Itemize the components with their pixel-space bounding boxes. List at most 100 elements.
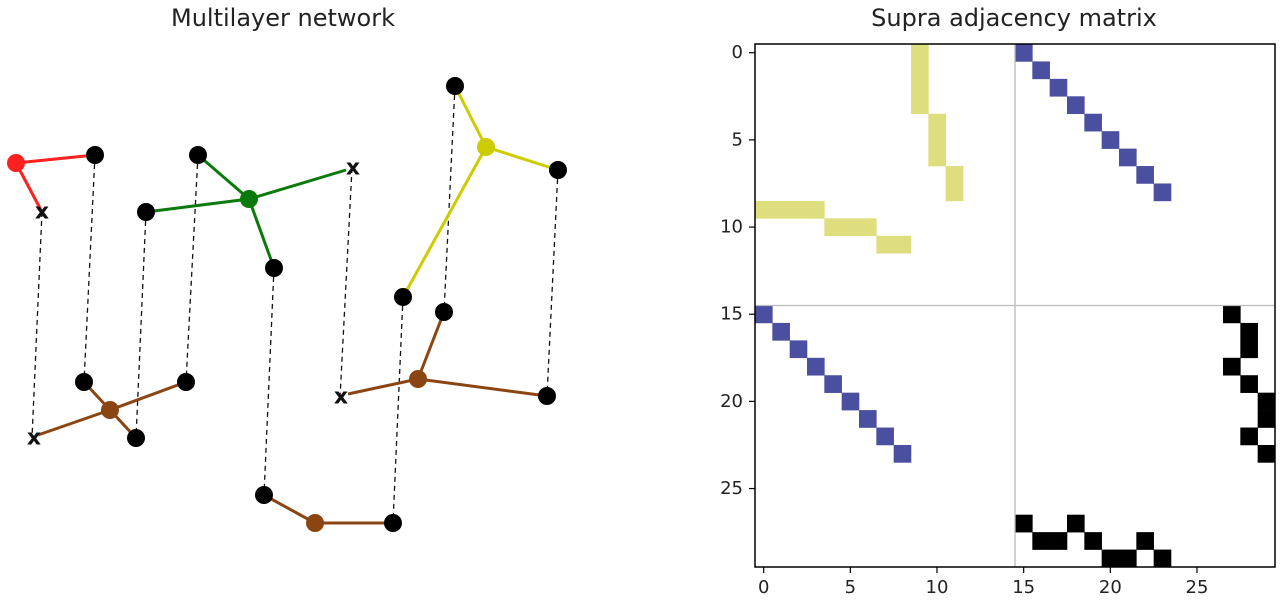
- interlayer-link: [392, 296, 404, 524]
- y-tick-label: 20: [720, 391, 743, 412]
- brown-edge: [416, 311, 446, 380]
- blue-matrix-cell: [1136, 166, 1154, 184]
- yellow-matrix-cell: [911, 44, 929, 62]
- yellow-matrix-cell: [911, 61, 929, 80]
- node: [446, 77, 464, 95]
- black-matrix-cell: [1049, 532, 1068, 550]
- blue-matrix-cell: [807, 357, 825, 376]
- blue-matrix-cell: [859, 410, 877, 428]
- node: [189, 146, 207, 164]
- yellow-edge: [453, 85, 488, 148]
- brown-edge: [263, 493, 316, 525]
- black-matrix-cell: [1240, 427, 1258, 446]
- matrix-cells: [755, 44, 1276, 568]
- red-edge: [14, 162, 44, 213]
- blue-matrix-cell: [772, 322, 790, 341]
- black-matrix-cell: [1032, 532, 1050, 550]
- yellow-matrix-cell: [755, 200, 773, 219]
- yellow-matrix-cell: [928, 131, 946, 149]
- black-matrix-cell: [1084, 532, 1102, 550]
- upper-layer-edges: [14, 85, 559, 298]
- x-tick-label: 0: [758, 577, 769, 598]
- node: [384, 514, 402, 532]
- y-tick-label: 10: [720, 217, 743, 238]
- x-tick-label: 20: [1099, 577, 1122, 598]
- brown-edge: [347, 377, 419, 396]
- yellow-matrix-cell: [859, 218, 877, 237]
- blue-matrix-cell: [876, 427, 894, 446]
- y-tick-label: 15: [720, 304, 743, 325]
- block-separators: [755, 44, 1275, 567]
- matrix-frame: [754, 43, 1276, 568]
- black-matrix-cell: [1223, 357, 1241, 376]
- yellow-matrix-cell: [789, 200, 808, 219]
- node: [265, 259, 283, 277]
- black-matrix-cell: [1240, 375, 1258, 393]
- missing-node-marker: x: [334, 385, 348, 410]
- node: [394, 288, 412, 306]
- node: [75, 373, 93, 391]
- blue-matrix-cell: [1153, 183, 1172, 202]
- x-axis-ticks: 0 5 10 15 20 25: [758, 567, 1209, 598]
- x-tick-label: 15: [1012, 577, 1035, 598]
- interlayer-link: [443, 85, 456, 313]
- interlayer-link: [31, 211, 43, 439]
- missing-node-marker: x: [27, 426, 41, 451]
- black-matrix-cell: [1067, 514, 1085, 533]
- node: [177, 373, 195, 391]
- y-tick-label: 5: [732, 129, 743, 150]
- blue-matrix-cell: [1084, 113, 1102, 132]
- missing-nodes: x x x x: [27, 156, 360, 451]
- blue-matrix-cell: [1119, 148, 1137, 167]
- brown-hub-node: [101, 401, 119, 419]
- node: [549, 161, 567, 179]
- x-tick-label: 5: [845, 577, 856, 598]
- green-edge: [145, 197, 250, 214]
- interlayer-link: [263, 267, 275, 496]
- network-title: Multilayer network: [171, 4, 395, 32]
- red-edge: [15, 153, 96, 165]
- yellow-edge: [485, 145, 559, 172]
- red-node: [7, 154, 25, 172]
- yellow-matrix-cell: [945, 166, 964, 184]
- yellow-matrix-cell: [893, 235, 912, 254]
- yellow-matrix-cell: [807, 200, 825, 219]
- x-tick-label: 25: [1186, 577, 1209, 598]
- node: [127, 429, 145, 447]
- interlayer-link: [546, 169, 559, 397]
- yellow-matrix-cell: [928, 113, 946, 132]
- missing-node-marker: x: [346, 156, 360, 181]
- blue-matrix-cell: [1101, 131, 1120, 149]
- yellow-matrix-cell: [772, 200, 790, 219]
- brown-hub-node: [306, 514, 324, 532]
- black-nodes: [75, 77, 567, 532]
- node: [538, 387, 556, 405]
- black-matrix-cell: [1223, 305, 1241, 324]
- blue-matrix-cell: [893, 444, 912, 463]
- missing-node-marker: x: [35, 200, 49, 225]
- black-matrix-cell: [1119, 549, 1137, 568]
- yellow-matrix-cell: [824, 218, 842, 237]
- interlayer-links: [31, 85, 559, 524]
- black-matrix-cell: [1257, 410, 1276, 428]
- node: [435, 303, 453, 321]
- y-axis-ticks: 0 5 10 15 20 25: [720, 42, 755, 499]
- node: [255, 486, 273, 504]
- matrix-title: Supra adjacency matrix: [871, 4, 1157, 32]
- blue-matrix-cell: [1049, 78, 1068, 97]
- blue-matrix-cell: [755, 305, 773, 324]
- black-matrix-cell: [1101, 549, 1120, 568]
- black-matrix-cell: [1240, 340, 1258, 359]
- yellow-matrix-cell: [911, 96, 929, 115]
- blue-matrix-cell: [789, 340, 808, 359]
- black-matrix-cell: [1240, 322, 1258, 341]
- interlayer-link: [339, 167, 353, 399]
- yellow-matrix-cell: [876, 235, 894, 254]
- black-matrix-cell: [1136, 532, 1154, 550]
- green-edge: [247, 198, 276, 269]
- blue-matrix-cell: [1015, 44, 1033, 62]
- green-edge: [197, 153, 250, 201]
- y-tick-label: 0: [732, 42, 743, 63]
- interlayer-link: [135, 211, 147, 439]
- node: [137, 203, 155, 221]
